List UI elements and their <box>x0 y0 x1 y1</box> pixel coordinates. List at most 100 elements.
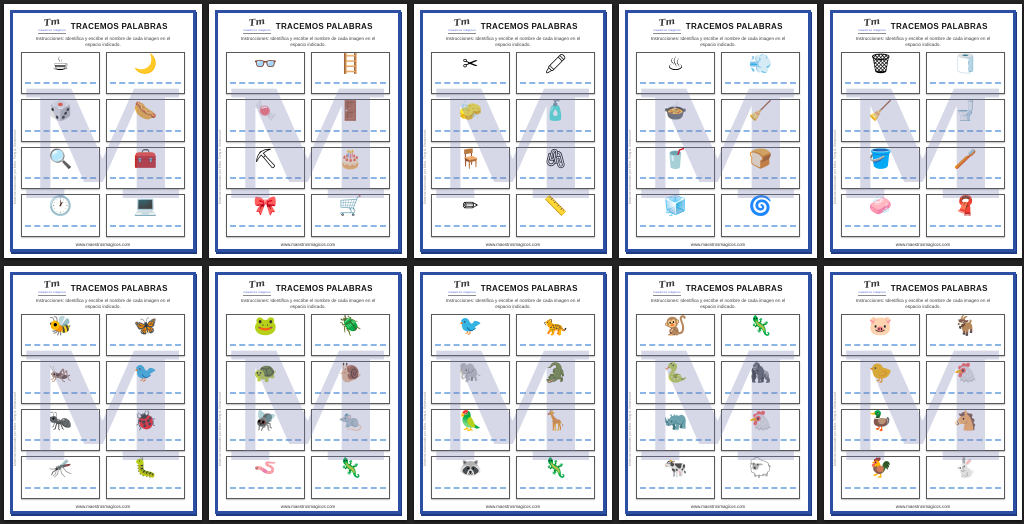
word-cell: 🦆 <box>841 408 920 452</box>
writing-line <box>25 82 96 85</box>
brand-logo: Tm maestros mágicos <box>858 16 886 34</box>
writing-line <box>725 225 796 227</box>
writing-line <box>230 225 301 227</box>
chameleon-icon: 🦎 <box>338 457 363 480</box>
word-cell: 🕐 <box>21 194 100 237</box>
website-footer-text: www.maestrosmagicos.com <box>690 242 746 247</box>
word-cell: 🦎 <box>721 313 800 357</box>
writing-line <box>435 177 506 180</box>
writing-line <box>25 129 96 132</box>
treasure-chest-icon: 🧰 <box>133 147 158 170</box>
worksheet-page: M Material elaborado por Mtra. Tony A. B… <box>209 266 407 520</box>
brand-logo: Tm maestros mágicos <box>653 278 681 296</box>
rabbit-icon: 🐇 <box>953 457 978 480</box>
word-cell: 🧻 <box>926 51 1005 95</box>
brand-logo-mark-icon: Tm <box>863 16 881 29</box>
instructions-text: Instrucciones: Identifica y escribe el n… <box>445 36 581 47</box>
writing-line <box>435 391 506 394</box>
brand-logo-text: maestros mágicos <box>243 27 271 34</box>
writing-line <box>640 82 711 85</box>
website-footer-text: www.maestrosmagicos.com <box>75 504 131 509</box>
brand-logo-text: maestros mágicos <box>38 289 66 296</box>
brand-logo: Tm maestros mágicos <box>243 278 271 296</box>
brand-logo-text: maestros mágicos <box>858 27 886 34</box>
brand-logo-mark-icon: Tm <box>658 278 676 291</box>
word-cell: 🐌 <box>311 361 390 404</box>
page-header: Tm maestros mágicos TRACEMOS PALABRAS <box>430 16 596 34</box>
writing-line <box>435 82 506 85</box>
writing-line <box>110 129 181 132</box>
writing-line <box>845 129 916 132</box>
website-footer-text: www.maestrosmagicos.com <box>895 242 951 247</box>
word-cells-grid: ✂ 🖍 🧽 🧴 🪑 <box>431 51 595 237</box>
writing-line <box>315 129 386 132</box>
writing-line <box>520 487 591 489</box>
side-credit-text: Material elaborado por Mtra. Tony A. Bet… <box>833 129 837 204</box>
brand-logo-mark-icon: Tm <box>863 278 881 291</box>
website-footer-text: www.maestrosmagicos.com <box>895 504 951 509</box>
brand-logo: Tm maestros mágicos <box>38 16 66 34</box>
page-content: Tm maestros mágicos TRACEMOS PALABRAS In… <box>430 278 596 509</box>
crescent-moon-icon: 🌙 <box>133 52 158 75</box>
snake-icon: 🐍 <box>663 362 688 385</box>
page-content: Tm maestros mágicos TRACEMOS PALABRAS In… <box>20 278 186 509</box>
writing-line <box>315 344 386 347</box>
toaster-icon: 🍞 <box>748 147 773 170</box>
worksheet-page: M Material elaborado por Mtra. Tony A. B… <box>4 266 202 520</box>
page-content: Tm maestros mágicos TRACEMOS PALABRAS In… <box>635 16 801 247</box>
side-credit-text: Material elaborado por Mtra. Tony A. Bet… <box>628 391 632 466</box>
page-content: Tm maestros mágicos TRACEMOS PALABRAS In… <box>225 16 391 247</box>
trash-can-icon: 🗑 <box>868 52 893 75</box>
website-footer-text: www.maestrosmagicos.com <box>485 504 541 509</box>
writing-line <box>640 177 711 180</box>
brand-logo: Tm maestros mágicos <box>38 278 66 296</box>
word-cell: ♨ <box>636 51 715 95</box>
word-cell: 🚪 <box>311 99 390 142</box>
hen-icon: 🐔 <box>748 409 773 432</box>
wheelbarrow-icon: 🛒 <box>338 195 363 218</box>
dice-icon: 🎲 <box>48 100 73 123</box>
clothes-iron-icon: ♨ <box>666 52 685 75</box>
vacuum-cleaner-icon: 🧹 <box>748 100 773 123</box>
rhinoceros-icon: 🦏 <box>663 409 688 432</box>
page-header: Tm maestros mágicos TRACEMOS PALABRAS <box>840 16 1006 34</box>
word-cell: 🐐 <box>926 313 1005 357</box>
chair-icon: 🪑 <box>458 147 483 170</box>
chicks-icon: 🐤 <box>868 362 893 385</box>
instructions-text: Instrucciones: Identifica y escribe el n… <box>650 298 786 309</box>
word-cell: 🐓 <box>841 456 920 499</box>
word-cell: 🎀 <box>226 194 305 237</box>
page-header: Tm maestros mágicos TRACEMOS PALABRAS <box>840 278 1006 296</box>
ruler-icon: 📏 <box>543 195 568 218</box>
writing-line <box>520 82 591 85</box>
writing-line <box>110 487 181 489</box>
grasshopper-icon: 🦗 <box>48 362 73 385</box>
word-cell: 🐞 <box>106 408 185 452</box>
brand-logo-mark-icon: Tm <box>248 16 266 29</box>
brand-logo-text: maestros mágicos <box>653 27 681 34</box>
writing-line <box>520 129 591 132</box>
word-cell: ✂ <box>431 51 510 95</box>
word-cell: ✏ <box>431 194 510 237</box>
word-cell: 🐘 <box>431 361 510 404</box>
word-cells-grid: 🐸 🪲 🐢 🐌 🪰 <box>226 313 390 499</box>
candy-icon: 🍬 <box>253 100 278 123</box>
pig-icon: 🐷 <box>868 314 893 337</box>
word-cell: 🧹 <box>841 99 920 142</box>
page-header: Tm maestros mágicos TRACEMOS PALABRAS <box>635 16 801 34</box>
word-cells-grid: 🐦 🐆 🐘 🐊 🦜 <box>431 313 595 499</box>
word-cell: 🪥 <box>926 146 1005 190</box>
word-cell: 🍲 <box>636 99 715 142</box>
writing-line <box>640 129 711 132</box>
writing-line <box>845 177 916 180</box>
page-header: Tm maestros mágicos TRACEMOS PALABRAS <box>635 278 801 296</box>
writing-line <box>315 177 386 180</box>
word-cell: 💨 <box>721 51 800 95</box>
writing-line <box>230 177 301 180</box>
brand-logo-text: maestros mágicos <box>653 289 681 296</box>
word-cells-grid: ☕ 🌙 🎲 🌭 🔍 <box>21 51 185 237</box>
word-cell: 🦒 <box>516 408 595 452</box>
word-cell: 🐒 <box>636 313 715 357</box>
beetle-icon: 🪲 <box>338 314 363 337</box>
